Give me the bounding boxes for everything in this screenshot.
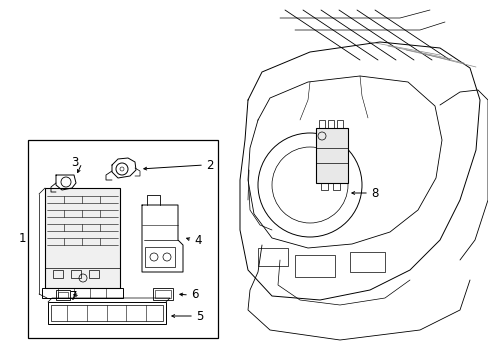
Bar — [336, 120, 342, 128]
Bar — [349, 252, 384, 272]
Bar — [28, 140, 218, 338]
Text: 6: 6 — [191, 288, 198, 302]
Text: 1: 1 — [18, 231, 26, 244]
Text: 5: 5 — [196, 310, 203, 323]
Bar — [53, 270, 63, 278]
Text: 4: 4 — [194, 234, 202, 247]
Bar — [315, 128, 347, 183]
Bar — [51, 305, 163, 321]
Bar — [56, 290, 70, 300]
Text: 3: 3 — [71, 156, 79, 168]
Bar — [332, 183, 339, 190]
Bar — [294, 255, 334, 277]
Bar — [45, 188, 120, 288]
Bar — [145, 247, 175, 267]
Bar — [71, 270, 81, 278]
Bar — [58, 292, 68, 298]
Bar — [320, 183, 327, 190]
Bar — [48, 302, 165, 324]
Bar — [318, 120, 325, 128]
Text: 7: 7 — [70, 289, 78, 302]
Bar — [153, 288, 173, 300]
Bar — [327, 120, 333, 128]
Text: 8: 8 — [370, 186, 378, 199]
Bar — [42, 288, 123, 298]
Bar — [89, 270, 99, 278]
Bar — [258, 248, 287, 266]
Bar — [155, 290, 171, 298]
Text: 2: 2 — [206, 158, 213, 171]
